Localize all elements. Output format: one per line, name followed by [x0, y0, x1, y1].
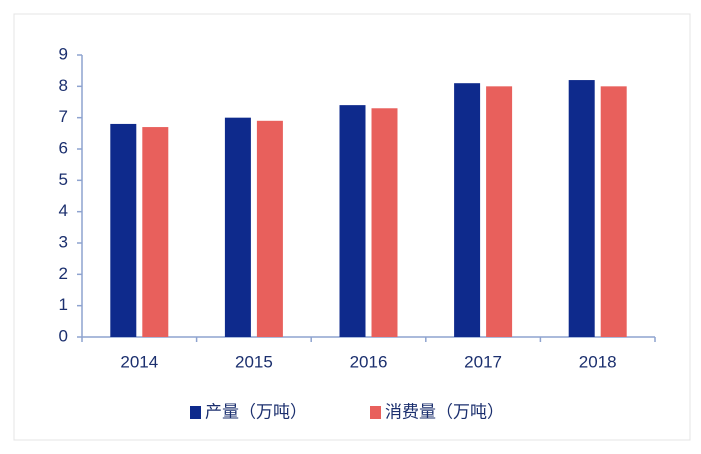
bar	[142, 127, 169, 337]
y-tick-label: 7	[59, 107, 68, 126]
bar	[486, 86, 513, 337]
bar	[371, 108, 398, 338]
y-tick-label: 3	[59, 232, 68, 251]
y-tick-label: 9	[59, 44, 68, 63]
y-tick-label: 4	[59, 201, 68, 220]
legend-swatch	[190, 406, 201, 419]
x-tick-label: 2018	[579, 352, 617, 371]
legend-swatch	[370, 406, 381, 419]
x-tick-label: 2016	[350, 352, 388, 371]
y-tick-label: 6	[59, 138, 68, 157]
bar	[224, 117, 251, 338]
y-tick-label: 8	[59, 76, 68, 95]
legend-label: 产量（万吨）	[205, 402, 307, 421]
bar	[256, 120, 283, 337]
y-tick-label: 2	[59, 264, 68, 283]
bar	[110, 123, 137, 337]
x-tick-label: 2014	[120, 352, 158, 371]
bar	[339, 105, 366, 337]
y-tick-label: 0	[59, 326, 68, 345]
legend-label: 消费量（万吨）	[385, 402, 504, 421]
x-tick-label: 2015	[235, 352, 273, 371]
x-tick-label: 2017	[464, 352, 502, 371]
bar	[454, 83, 481, 337]
bar	[600, 86, 627, 337]
bar	[568, 80, 595, 338]
y-tick-label: 1	[59, 295, 68, 314]
y-tick-label: 5	[59, 170, 68, 189]
